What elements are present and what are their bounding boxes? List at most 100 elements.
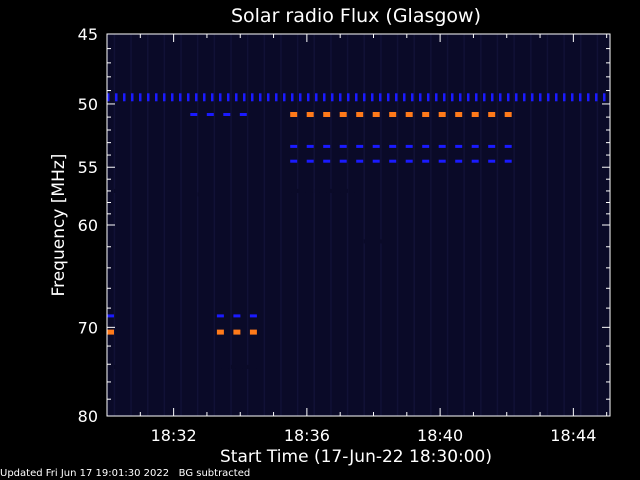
band-segment: [475, 93, 478, 102]
band-segment: [355, 93, 358, 102]
band-segment: [349, 188, 355, 193]
background-stripe: [480, 34, 482, 416]
y-axis-label: Frequency [MHz]: [49, 154, 69, 297]
emission-band-high: [216, 329, 257, 335]
band-segment: [190, 113, 198, 116]
band-segment: [244, 364, 250, 369]
band-segment: [563, 93, 566, 102]
band-segment: [107, 329, 114, 335]
x-tick-label: 18:40: [417, 426, 463, 445]
band-segment: [459, 93, 462, 102]
band-segment: [239, 113, 247, 116]
emission-band-high: [290, 112, 512, 117]
band-segment: [389, 159, 397, 163]
time-stripes: [113, 34, 599, 416]
band-segment: [379, 93, 382, 102]
band-segment: [167, 239, 172, 244]
band-segment: [114, 364, 119, 369]
band-segment: [291, 93, 294, 102]
band-segment: [571, 93, 574, 102]
band-segment: [323, 159, 331, 163]
y-tick-label: 80: [78, 407, 98, 426]
background-stripe: [413, 34, 415, 416]
band-segment: [290, 144, 298, 148]
background-stripe: [280, 34, 282, 416]
emission-band-medium: [107, 314, 114, 318]
background-stripe: [263, 34, 266, 416]
band-segment: [114, 188, 119, 193]
band-segment: [251, 364, 257, 369]
band-segment: [419, 93, 422, 102]
band-segment: [331, 93, 334, 102]
band-segment: [299, 93, 302, 102]
band-segment: [438, 112, 446, 117]
background-stripe: [580, 34, 582, 416]
background-stripe: [147, 34, 149, 416]
band-segment: [216, 364, 222, 369]
background-stripe: [330, 34, 332, 416]
background-stripe: [180, 34, 182, 416]
band-segment: [531, 93, 534, 102]
chart-title: Solar radio Flux (Glasgow): [231, 5, 481, 27]
background-stripe: [496, 34, 499, 416]
band-segment: [504, 159, 512, 163]
band-segment: [283, 93, 286, 102]
footer-status: Updated Fri Jun 17 19:01:30 2022 BG subt…: [0, 468, 250, 479]
band-segment: [603, 93, 606, 102]
band-segment: [323, 144, 331, 148]
band-segment: [483, 93, 486, 102]
band-segment: [174, 239, 179, 244]
band-segment: [363, 93, 366, 102]
band-segment: [321, 188, 327, 193]
emission-band-medium: [290, 144, 512, 148]
band-segment: [306, 112, 314, 117]
band-segment: [216, 329, 224, 335]
emission-band-medium: [107, 93, 606, 102]
band-segment: [405, 159, 413, 163]
band-segment: [356, 112, 364, 117]
y-axis-ticks: 45 50 55 60 70 80: [78, 25, 610, 426]
band-segment: [107, 93, 110, 102]
band-segment: [539, 93, 542, 102]
band-segment: [372, 144, 380, 148]
y-tick-label: 55: [78, 158, 98, 177]
band-segment: [356, 159, 364, 163]
emission-band-low: [356, 239, 390, 244]
band-segment: [372, 159, 380, 163]
band-segment: [328, 188, 334, 193]
band-segment: [587, 93, 590, 102]
background-stripe: [563, 34, 565, 416]
band-segment: [306, 144, 314, 148]
band-segment: [147, 93, 150, 102]
band-segment: [203, 93, 206, 102]
band-segment: [179, 93, 182, 102]
band-segment: [197, 192, 203, 197]
band-segment: [233, 314, 241, 318]
band-segment: [595, 93, 598, 102]
background-stripe: [380, 34, 382, 416]
y-tick-label: 45: [78, 25, 98, 44]
band-segment: [455, 159, 463, 163]
band-segment: [314, 188, 320, 193]
band-segment: [387, 93, 390, 102]
x-tick-label: 18:32: [151, 426, 197, 445]
emission-band-medium: [190, 113, 247, 116]
band-segment: [230, 364, 236, 369]
band-segment: [356, 144, 364, 148]
band-segment: [491, 93, 494, 102]
band-segment: [422, 144, 430, 148]
band-segment: [488, 144, 496, 148]
band-segment: [339, 159, 347, 163]
band-segment: [237, 364, 243, 369]
background-stripe: [130, 34, 132, 416]
band-segment: [171, 93, 174, 102]
background-stripe: [230, 34, 232, 416]
y-tick-label: 60: [78, 216, 98, 235]
band-segment: [195, 93, 198, 102]
band-segment: [471, 144, 479, 148]
band-segment: [488, 159, 496, 163]
band-segment: [206, 113, 214, 116]
band-segment: [107, 314, 114, 318]
x-tick-label: 18:44: [550, 426, 596, 445]
